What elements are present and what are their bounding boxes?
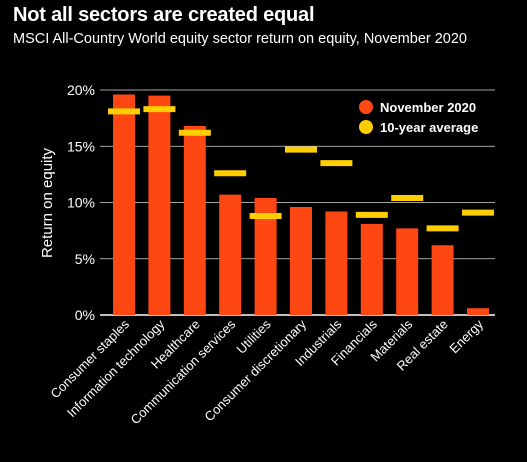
bar-information-technology <box>148 95 171 315</box>
average-marker-industrials <box>320 160 353 167</box>
y-tick-label: 0% <box>75 307 95 323</box>
chart-title: Not all sectors are created equal <box>13 4 315 26</box>
bar-industrials <box>325 211 348 315</box>
average-marker-utilities <box>249 213 282 219</box>
bar-energy <box>467 308 489 315</box>
chart-subtitle: MSCI All-Country World equity sector ret… <box>13 31 467 47</box>
x-tick-label: Energy <box>446 316 486 356</box>
y-tick-label: 5% <box>75 251 95 267</box>
bar-financials <box>360 223 383 315</box>
average-marker-consumer-staples <box>108 108 140 115</box>
bar-communication-services <box>219 194 242 315</box>
average-marker-materials <box>391 195 424 201</box>
average-marker-real-estate <box>426 225 459 232</box>
average-marker-energy <box>462 209 494 216</box>
y-tick-label: 10% <box>67 195 95 211</box>
bar-real-estate <box>431 245 454 315</box>
average-marker-financials <box>355 211 388 218</box>
y-tick-label: 15% <box>67 138 95 154</box>
bar-consumer-discretionary <box>290 207 312 315</box>
average-marker-consumer-discretionary <box>285 146 317 153</box>
y-axis-ticks: 0% 5% 10% 15% 20% <box>67 82 95 323</box>
bar-consumer-staples <box>113 94 135 315</box>
average-markers <box>108 106 494 232</box>
y-axis-label: Return on equity <box>39 147 56 258</box>
average-marker-healthcare <box>178 129 211 136</box>
bars <box>113 94 489 315</box>
legend-label-10-year-average: 10-year average <box>380 120 478 135</box>
legend: November 2020 10-year average <box>359 100 478 135</box>
legend-average-marker <box>359 120 373 134</box>
bar-utilities <box>254 198 277 315</box>
legend-label-november-2020: November 2020 <box>380 100 476 115</box>
bar-materials <box>396 228 419 315</box>
legend-bar-marker <box>359 100 373 114</box>
bar-healthcare <box>183 126 206 315</box>
average-marker-information-technology <box>143 106 176 113</box>
y-tick-label: 20% <box>67 82 95 98</box>
average-marker-communication-services <box>214 170 247 177</box>
